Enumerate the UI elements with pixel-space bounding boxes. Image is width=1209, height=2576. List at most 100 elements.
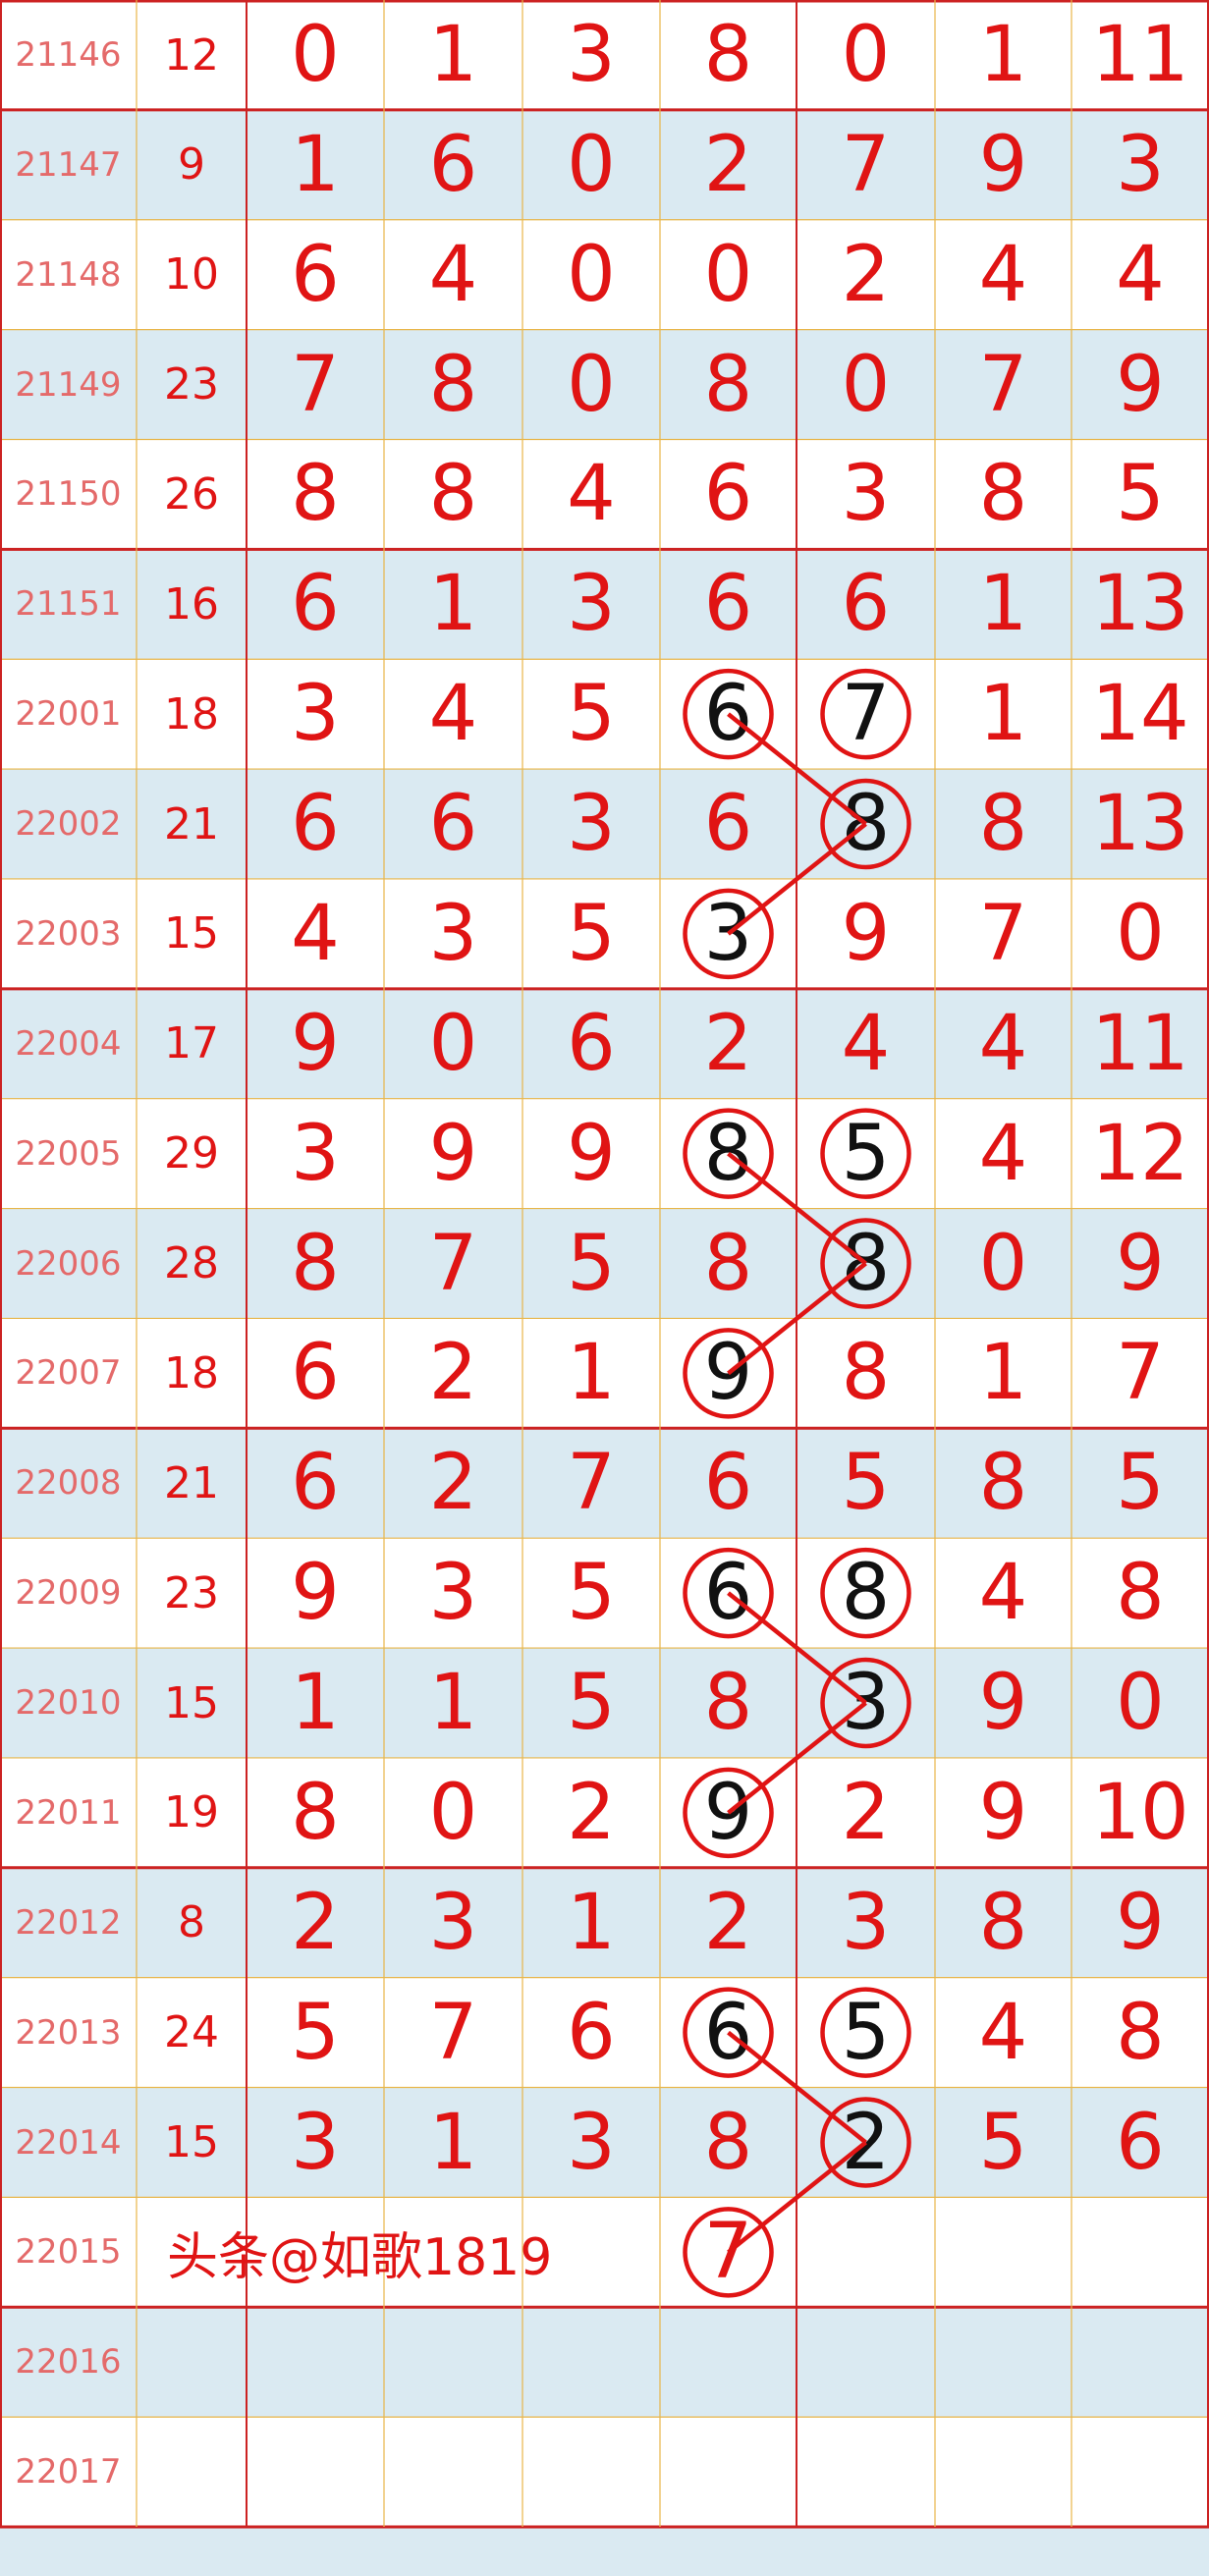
digit-cell: 7 [428, 1988, 478, 2077]
table-row: 22005 29 3 9 9 8 5 4 12 [0, 1098, 1209, 1209]
digit-cell: 3 [291, 670, 340, 759]
digit-cell: 8 [978, 450, 1028, 539]
sum-value: 9 [178, 139, 205, 191]
digit-cell: 6 [841, 560, 891, 649]
sum-value: 26 [164, 468, 219, 520]
digit-cell: 0 [841, 340, 891, 429]
digit-circle-marker [820, 2097, 911, 2188]
digit-circle-marker [683, 1328, 774, 1419]
issue-number: 22008 [15, 1463, 122, 1504]
circled-digit-cell: 5 [841, 1988, 891, 2077]
digit-cell: 4 [567, 450, 616, 539]
issue-number: 22013 [15, 2012, 122, 2053]
table-row: 21150 26 8 8 4 6 3 8 5 [0, 439, 1209, 550]
digit-cell: 9 [428, 1109, 478, 1198]
trend-link-line [727, 2140, 867, 2255]
digit-cell: 3 [1116, 120, 1165, 209]
table-row: 22002 21 6 6 3 6 8 8 13 [0, 769, 1209, 880]
digit-cell: 0 [1116, 889, 1165, 978]
digit-cell: 6 [291, 560, 340, 649]
digit-cell: 6 [1116, 2098, 1165, 2187]
digit-cell: 7 [978, 889, 1028, 978]
digit-cell: 5 [841, 1439, 891, 1528]
sum-value: 15 [164, 1677, 219, 1728]
digit-circle-marker [683, 1987, 774, 2078]
digit-cell: 6 [428, 780, 478, 869]
trend-link-line [727, 1701, 867, 1815]
circled-digit-cell: 8 [841, 1549, 891, 1638]
digit-cell: 4 [428, 230, 478, 319]
digit-cell: 1 [567, 1329, 616, 1418]
issue-number: 21150 [15, 474, 122, 515]
digit-cell: 8 [978, 780, 1028, 869]
digit-cell: 4 [978, 999, 1028, 1088]
table-row: 22009 23 9 3 5 6 8 4 8 [0, 1538, 1209, 1649]
digit-cell: 9 [978, 120, 1028, 209]
digit-circle-marker [820, 1218, 911, 1309]
circled-digit-cell: 3 [703, 889, 753, 978]
digit-cell: 8 [1116, 1549, 1165, 1638]
digit-cell: 8 [291, 1768, 340, 1857]
table-row: 21149 23 7 8 0 8 0 7 9 [0, 329, 1209, 440]
sum-value: 23 [164, 359, 219, 411]
digit-cell: 12 [1091, 1109, 1189, 1198]
digit-cell: 10 [1091, 1768, 1189, 1857]
digit-cell: 8 [703, 1219, 753, 1308]
digit-cell: 8 [703, 1659, 753, 1748]
digit-cell: 6 [703, 780, 753, 869]
digit-cell: 9 [978, 1768, 1028, 1857]
digit-cell: 1 [291, 120, 340, 209]
issue-number: 22006 [15, 1243, 122, 1284]
digit-cell: 5 [567, 889, 616, 978]
digit-cell: 6 [567, 999, 616, 1088]
digit-cell: 1 [428, 560, 478, 649]
digit-cell: 5 [567, 1549, 616, 1638]
trend-link-line [727, 712, 867, 826]
digit-cell: 4 [978, 1549, 1028, 1638]
circled-digit-cell: 5 [841, 1109, 891, 1198]
digit-cell: 5 [567, 1659, 616, 1748]
digit-cell: 6 [567, 1988, 616, 2077]
digit-cell: 0 [291, 11, 340, 99]
digit-cell: 0 [428, 1768, 478, 1857]
table-row: 21146 12 0 1 3 8 0 1 11 [0, 0, 1209, 110]
digit-circle-marker [683, 1767, 774, 1859]
sum-value: 18 [164, 1347, 219, 1398]
digit-cell: 6 [291, 230, 340, 319]
issue-number: 22009 [15, 1573, 122, 1614]
digit-cell: 2 [567, 1768, 616, 1857]
digit-cell: 6 [703, 560, 753, 649]
table-row: 22007 18 6 2 1 9 8 1 7 [0, 1318, 1209, 1429]
digit-cell: 7 [1116, 1329, 1165, 1418]
digit-cell: 11 [1091, 999, 1189, 1088]
sum-value: 29 [164, 1128, 219, 1179]
digit-cell: 7 [978, 340, 1028, 429]
issue-number: 21151 [15, 584, 122, 625]
digit-cell: 3 [567, 780, 616, 869]
sum-value: 18 [164, 688, 219, 740]
digit-cell: 1 [428, 1659, 478, 1748]
digit-cell: 8 [978, 1439, 1028, 1528]
sum-value: 17 [164, 1018, 219, 1069]
digit-cell: 8 [291, 450, 340, 539]
digit-cell: 1 [291, 1659, 340, 1748]
digit-cell: 3 [428, 889, 478, 978]
digit-cell: 5 [1116, 450, 1165, 539]
sum-value: 15 [164, 2117, 219, 2168]
digit-cell: 9 [1116, 340, 1165, 429]
digit-cell: 3 [428, 1549, 478, 1638]
digit-cell: 1 [978, 11, 1028, 99]
trend-link-line [727, 2030, 867, 2145]
digit-circle-marker [820, 1657, 911, 1749]
digit-cell: 9 [1116, 1219, 1165, 1308]
digit-cell: 8 [978, 1878, 1028, 1967]
digit-cell: 4 [1116, 230, 1165, 319]
table-row: 22008 21 6 2 7 6 5 8 5 [0, 1428, 1209, 1539]
digit-cell: 2 [703, 1878, 753, 1967]
digit-cell: 2 [428, 1329, 478, 1418]
digit-circle-marker [820, 1547, 911, 1639]
digit-cell: 2 [428, 1439, 478, 1528]
table-row: 21148 10 6 4 0 0 2 4 4 [0, 219, 1209, 330]
